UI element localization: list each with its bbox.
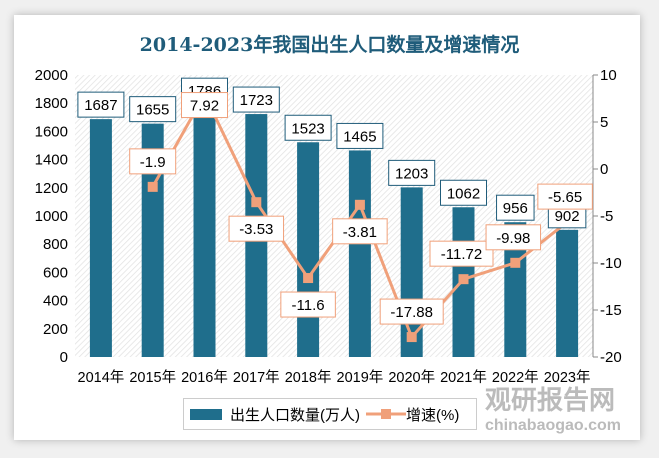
- left-tick-label: 1400: [35, 152, 68, 169]
- growth-data-label: -5.65: [548, 189, 582, 206]
- bar: [193, 105, 216, 357]
- bar: [141, 123, 164, 358]
- legend-line-swatch: [366, 409, 406, 419]
- left-tick-label: 2000: [35, 67, 68, 84]
- growth-data-label-box: [181, 92, 228, 119]
- right-tick-label: -10: [600, 255, 622, 272]
- growth-data-label: -3.81: [343, 224, 377, 241]
- growth-data-label: -9.98: [496, 230, 530, 247]
- bar: [297, 142, 320, 357]
- x-tick-label: 2015年: [129, 369, 176, 386]
- left-tick-label: 1800: [35, 95, 68, 112]
- right-tick-label: -5: [600, 208, 613, 225]
- legend-line-label: 增速(%): [406, 406, 460, 424]
- right-tick-label: 0: [600, 161, 608, 178]
- bar: [504, 222, 527, 357]
- bar: [89, 119, 112, 358]
- growth-marker: [303, 273, 314, 284]
- growth-marker: [251, 197, 262, 208]
- growth-data-label: -1.9: [140, 154, 166, 171]
- legend: 出生人口数量(万人) 增速(%): [183, 398, 477, 430]
- left-tick-label: 1200: [35, 180, 68, 197]
- growth-marker: [354, 199, 365, 210]
- x-tick-label: 2017年: [233, 369, 280, 386]
- x-tick-label: 2018年: [285, 369, 332, 386]
- bar-data-label-box: [336, 122, 384, 149]
- growth-data-label: 7.92: [190, 98, 219, 115]
- growth-data-label-box: [429, 240, 494, 267]
- left-tick-label: 400: [43, 293, 68, 310]
- x-tick-label: 2019年: [337, 369, 384, 386]
- growth-data-label-box: [379, 298, 444, 325]
- bar-data-label: 1523: [291, 120, 324, 137]
- bar-data-label-box: [496, 194, 535, 221]
- growth-data-label: -11.6: [292, 297, 325, 314]
- right-tick-label: -20: [600, 349, 622, 366]
- x-tick-label: 2016年: [181, 369, 228, 386]
- bar-data-label: 1203: [395, 165, 428, 182]
- growth-data-label-box: [228, 215, 285, 242]
- bar-data-label: 1723: [240, 92, 273, 109]
- growth-data-label: -17.88: [390, 304, 433, 321]
- right-tick-label: 10: [600, 67, 617, 84]
- legend-bar-swatch: [190, 408, 222, 420]
- watermark: 观研报告网 chinabaogao.com: [485, 385, 622, 434]
- right-tick-label: -15: [600, 302, 622, 319]
- left-tick-label: 200: [43, 321, 68, 338]
- left-tick-label: 0: [60, 349, 68, 366]
- growth-data-label: -11.72: [441, 246, 482, 263]
- growth-marker: [147, 181, 158, 192]
- left-tick-label: 1000: [35, 208, 68, 225]
- bar-data-label-box: [388, 159, 436, 186]
- bar-data-label: 1062: [447, 185, 480, 202]
- bar-data-label-box: [232, 86, 280, 113]
- x-tick-label: 2021年: [440, 369, 487, 386]
- legend-bar-label: 出生人口数量(万人): [230, 406, 360, 424]
- x-tick-label: 2022年: [492, 369, 539, 386]
- x-tick-label: 2014年: [78, 369, 125, 386]
- growth-marker: [406, 332, 417, 343]
- chart-title: 2014-2023年我国出生人口数量及增速情况: [139, 34, 520, 56]
- left-tick-label: 1600: [35, 123, 68, 140]
- left-tick-label: 600: [43, 264, 68, 281]
- bar-data-label: 1465: [343, 128, 376, 145]
- left-tick-label: 800: [43, 236, 68, 253]
- bar-data-label: 1687: [84, 97, 117, 114]
- bar-data-label-box: [284, 114, 332, 141]
- bar-data-label-box: [77, 91, 125, 118]
- growth-data-label-box: [537, 183, 593, 210]
- x-tick-label: 2023年: [544, 369, 591, 386]
- bar: [348, 150, 371, 357]
- growth-data-label-box: [485, 224, 542, 251]
- growth-marker: [458, 274, 469, 285]
- bar-data-label-box: [440, 179, 487, 206]
- bar-data-label-box: [129, 96, 177, 123]
- bar-data-label: 902: [555, 208, 580, 225]
- bar: [400, 187, 423, 357]
- growth-marker: [510, 257, 521, 268]
- growth-data-label: -3.53: [239, 221, 273, 238]
- right-tick-label: 5: [600, 114, 608, 131]
- growth-data-label-box: [129, 148, 177, 175]
- growth-data-label-box: [280, 291, 336, 318]
- bar-data-label: 1655: [136, 102, 169, 119]
- x-tick-label: 2020年: [388, 369, 435, 386]
- bar: [556, 229, 579, 357]
- bar-data-label: 956: [503, 200, 528, 217]
- growth-data-label-box: [332, 218, 388, 245]
